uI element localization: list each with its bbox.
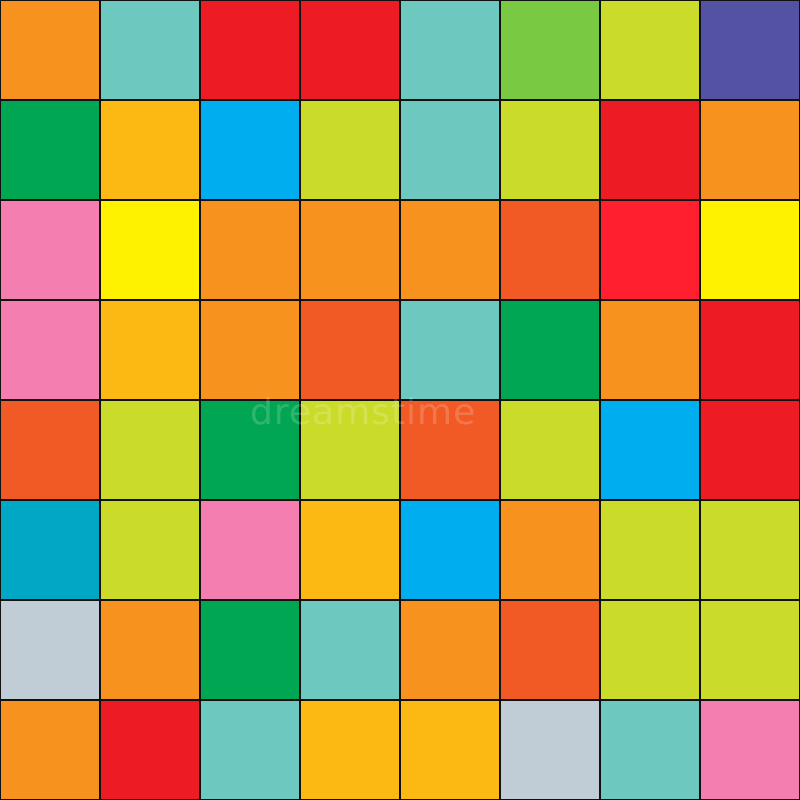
grid-cell: [601, 101, 699, 199]
grid-cell: [501, 701, 599, 799]
grid-cell: [201, 601, 299, 699]
grid-cell: [301, 501, 399, 599]
grid-cell: [701, 601, 799, 699]
grid-cell: [401, 1, 499, 99]
grid-cell: [1, 501, 99, 599]
grid-cell: [1, 601, 99, 699]
grid-cell: [701, 401, 799, 499]
grid-cell: [301, 101, 399, 199]
grid-cell: [501, 601, 599, 699]
grid-cell: [601, 1, 699, 99]
grid-cell: [301, 601, 399, 699]
grid-cell: [701, 101, 799, 199]
grid-cell: [501, 401, 599, 499]
grid-cell: [201, 1, 299, 99]
grid-cell: [601, 701, 699, 799]
grid-cell: [501, 501, 599, 599]
grid-cell: [201, 101, 299, 199]
grid-cell: [701, 1, 799, 99]
grid-cell: [101, 301, 199, 399]
grid-cell: [601, 601, 699, 699]
grid-cell: [1, 401, 99, 499]
grid-cell: [401, 601, 499, 699]
grid-cell: [701, 201, 799, 299]
grid-cell: [301, 701, 399, 799]
grid-cell: [601, 201, 699, 299]
grid-cell: [401, 101, 499, 199]
grid-cell: [701, 701, 799, 799]
grid-cell: [401, 701, 499, 799]
grid-cell: [1, 101, 99, 199]
grid-cell: [101, 201, 199, 299]
grid-cell: [1, 701, 99, 799]
grid-cell: [301, 401, 399, 499]
grid-cell: [1, 301, 99, 399]
grid-cell: [601, 401, 699, 499]
grid-cell: [201, 501, 299, 599]
grid-cell: [201, 701, 299, 799]
grid-cell: [601, 501, 699, 599]
grid-cell: [301, 201, 399, 299]
grid-cell: [1, 1, 99, 99]
grid-cell: [301, 1, 399, 99]
grid-cell: [301, 301, 399, 399]
grid-cell: [101, 601, 199, 699]
grid-cell: [101, 401, 199, 499]
grid-cell: [501, 1, 599, 99]
grid-cell: [501, 301, 599, 399]
grid-cell: [101, 501, 199, 599]
grid-cell: [601, 301, 699, 399]
grid-cell: [101, 1, 199, 99]
grid-cell: [101, 101, 199, 199]
grid-cell: [401, 501, 499, 599]
grid-cell: [701, 301, 799, 399]
grid-cell: [101, 701, 199, 799]
grid-cell: [401, 301, 499, 399]
grid-cell: [701, 501, 799, 599]
grid-cell: [401, 401, 499, 499]
grid-cell: [201, 301, 299, 399]
grid-cell: [201, 401, 299, 499]
grid-cell: [501, 101, 599, 199]
grid-cell: [1, 201, 99, 299]
grid-cell: [201, 201, 299, 299]
grid-cell: [401, 201, 499, 299]
grid-cell: [501, 201, 599, 299]
